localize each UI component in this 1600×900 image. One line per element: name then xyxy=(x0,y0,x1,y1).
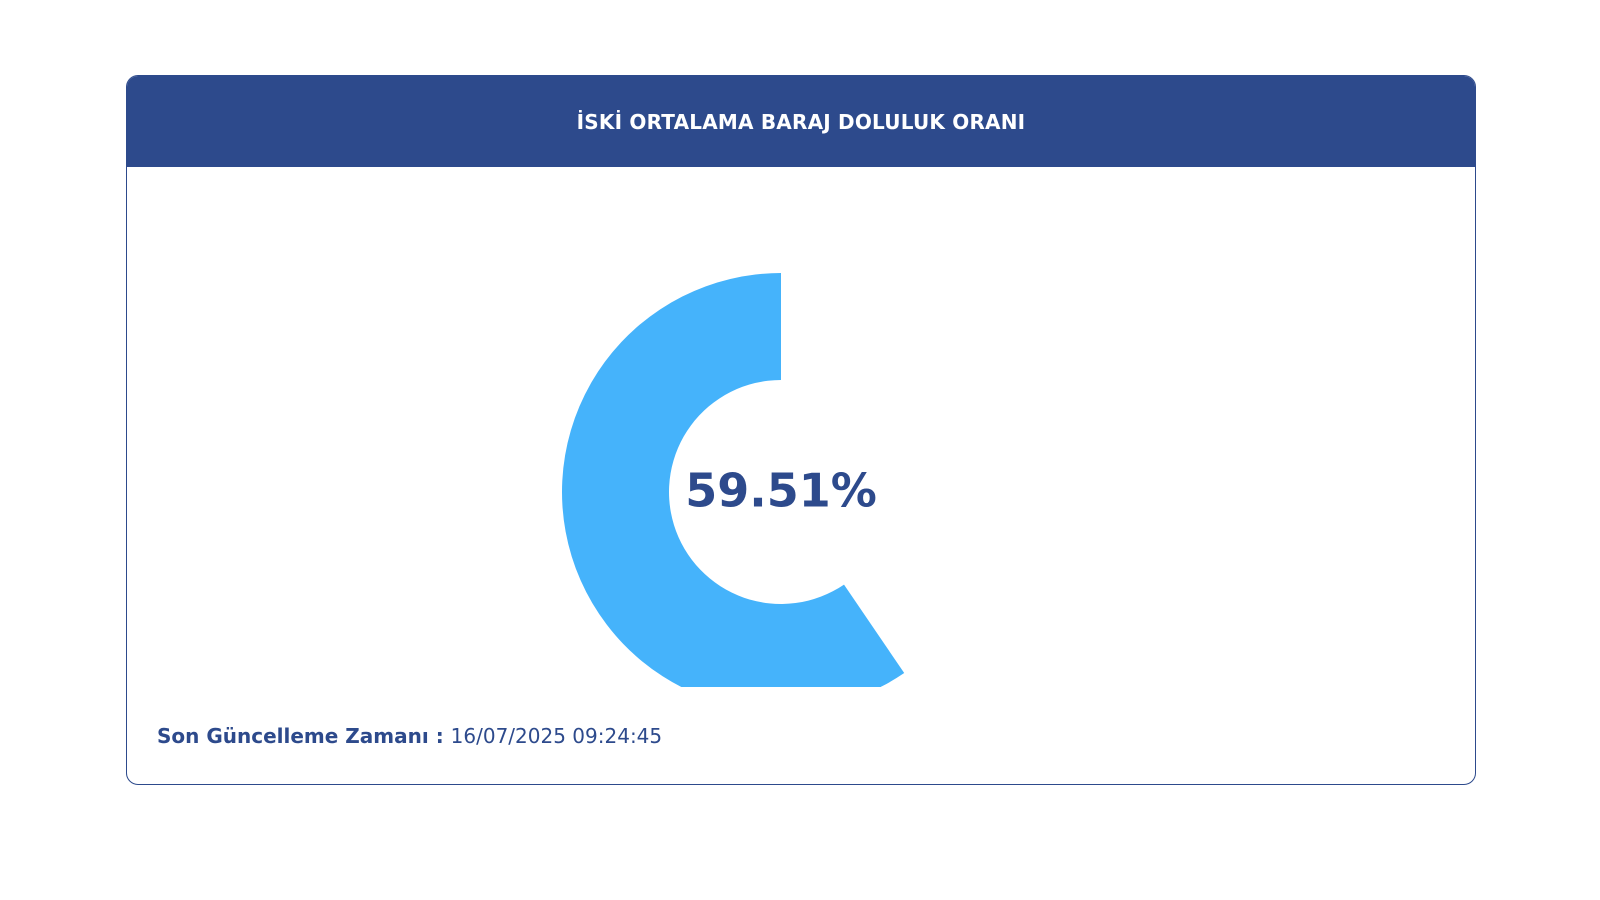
donut-chart: 59.51% xyxy=(562,273,905,687)
dam-occupancy-card: İSKİ ORTALAMA BARAJ DOLULUK ORANI 59.51%… xyxy=(126,75,1476,785)
donut-center-value: 59.51% xyxy=(685,464,877,518)
last-update-separator: : xyxy=(428,724,451,748)
last-update-value: 16/07/2025 09:24:45 xyxy=(450,724,663,748)
last-update-label: Son Güncelleme Zamanı xyxy=(157,724,429,748)
card-header: İSKİ ORTALAMA BARAJ DOLULUK ORANI xyxy=(127,76,1475,167)
donut-filled-arc xyxy=(562,273,905,687)
last-update: Son Güncelleme Zamanı : 16/07/2025 09:24… xyxy=(157,724,662,748)
card-title: İSKİ ORTALAMA BARAJ DOLULUK ORANI xyxy=(576,109,1026,134)
donut-chart-area: 59.51% xyxy=(127,167,1475,687)
